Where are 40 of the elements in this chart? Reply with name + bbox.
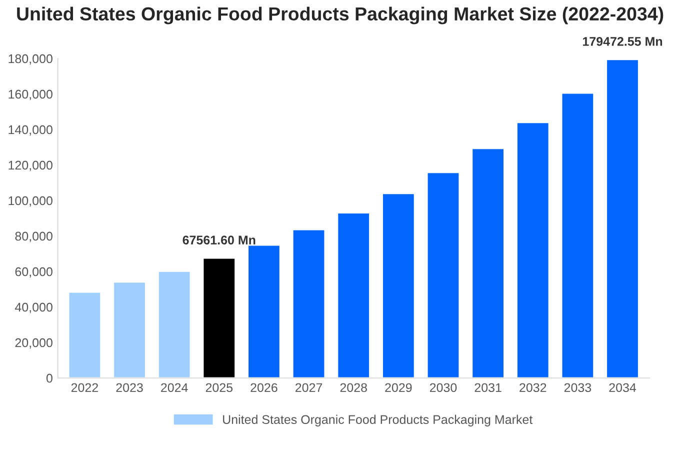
y-tick-label: 120,000 xyxy=(8,160,52,172)
y-tick-label: 60,000 xyxy=(15,267,52,278)
y-tick-label: 40,000 xyxy=(14,302,52,314)
bar xyxy=(606,58,640,378)
x-tick-label: 2029 xyxy=(385,383,412,392)
bar xyxy=(202,257,236,378)
bar xyxy=(68,291,102,378)
bar xyxy=(112,281,146,378)
x-tick-label: 2034 xyxy=(609,383,636,392)
y-tick-label: 100,000 xyxy=(8,196,52,207)
bar xyxy=(158,270,192,378)
bar xyxy=(560,92,595,378)
x-tick-label: 2033 xyxy=(564,383,592,392)
data-label: 179472.55 Mn xyxy=(582,37,662,46)
x-tick-label: 2025 xyxy=(206,383,233,392)
y-tick-label: 80,000 xyxy=(15,232,52,242)
bar xyxy=(516,122,550,378)
y-tick-label: 180,000 xyxy=(8,54,52,65)
x-tick-label: 2032 xyxy=(520,383,546,392)
chart-title: United States Organic Food Products Packaging Market Size (2022-2034) xyxy=(17,6,664,24)
bar xyxy=(382,192,416,378)
x-tick-label: 2027 xyxy=(296,383,322,392)
y-tick-label: 0 xyxy=(46,374,52,383)
bar xyxy=(336,212,370,378)
legend-label: United States Organic Food Products Packaging Market xyxy=(223,414,533,426)
bar xyxy=(247,244,281,378)
x-tick-label: 2026 xyxy=(250,383,278,392)
bar xyxy=(471,148,505,378)
x-tick-label: 2023 xyxy=(116,383,143,392)
data-label: 67561.60 Mn xyxy=(182,236,256,244)
x-tick-label: 2028 xyxy=(340,383,367,392)
y-tick-label: 20,000 xyxy=(15,338,52,349)
x-tick-label: 2022 xyxy=(71,383,98,392)
y-tick-label: 140,000 xyxy=(8,125,52,136)
x-tick-label: 2030 xyxy=(430,383,457,392)
x-tick-label: 2024 xyxy=(161,383,188,392)
bar xyxy=(292,228,326,378)
x-tick-label: 2031 xyxy=(474,383,502,392)
bar xyxy=(426,172,460,378)
y-tick-label: 160,000 xyxy=(8,90,52,100)
